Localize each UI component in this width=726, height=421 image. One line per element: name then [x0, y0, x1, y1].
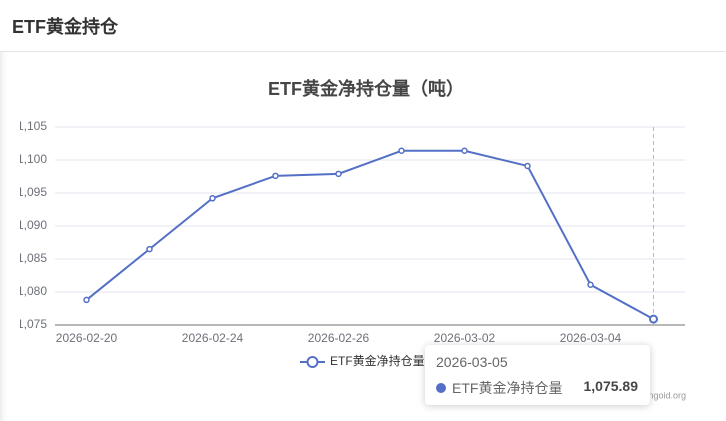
watermark: ngoid.org: [648, 390, 686, 400]
y-tick-label: 1,075: [20, 317, 47, 331]
y-tick-label: 1,105: [20, 119, 47, 133]
data-point: [335, 170, 342, 178]
data-point: [587, 281, 594, 288]
x-tick-label: 2026-02-20: [56, 331, 118, 345]
chart-title: ETF黄金净持仓量（吨）: [268, 78, 464, 99]
x-tick-label: 2026-03-04: [560, 331, 622, 345]
data-point: [649, 314, 658, 324]
x-tick-label: 2026-02-26: [308, 331, 370, 345]
legend-label: ETF黄金净持仓量: [330, 353, 425, 368]
data-point: [272, 172, 279, 180]
y-tick-label: 1,100: [20, 152, 47, 166]
plot: ETF黄金净持仓量（吨） ngoid.org 1,075 1,080 1,085 1,…: [20, 78, 686, 401]
header-title: ETF黄金持仓: [12, 17, 118, 37]
data-point: [209, 195, 216, 202]
legend-icon: [306, 356, 319, 368]
data-point: [83, 296, 90, 304]
data-point: [398, 147, 405, 155]
y-tick-label: 1,085: [20, 251, 47, 265]
data-point: [524, 162, 531, 170]
tooltip-marker: [436, 383, 446, 393]
header: ETF黄金持仓: [0, 0, 726, 52]
tooltip-date: 2026-03-05: [436, 354, 508, 370]
tooltip-series: ETF黄金净持仓量: [452, 380, 563, 396]
y-tick-label: 1,090: [20, 218, 47, 232]
x-tick-label: 2026-02-24: [182, 331, 244, 345]
tooltip-value: 1,075.89: [583, 378, 639, 394]
chart: ETF黄金净持仓量（吨） ngoid.org 1,075 1,080 1,085 1,…: [20, 78, 686, 401]
data-point: [146, 245, 153, 253]
data-point: [461, 147, 468, 155]
y-tick-label: 1,095: [20, 185, 47, 199]
y-tick-label: 1,080: [20, 284, 47, 298]
tooltip: 2026-03-05 ETF黄金净持仓量 1,075.89: [425, 345, 650, 405]
x-tick-label: 2026-03-02: [434, 331, 496, 345]
series-line: [85, 149, 654, 321]
